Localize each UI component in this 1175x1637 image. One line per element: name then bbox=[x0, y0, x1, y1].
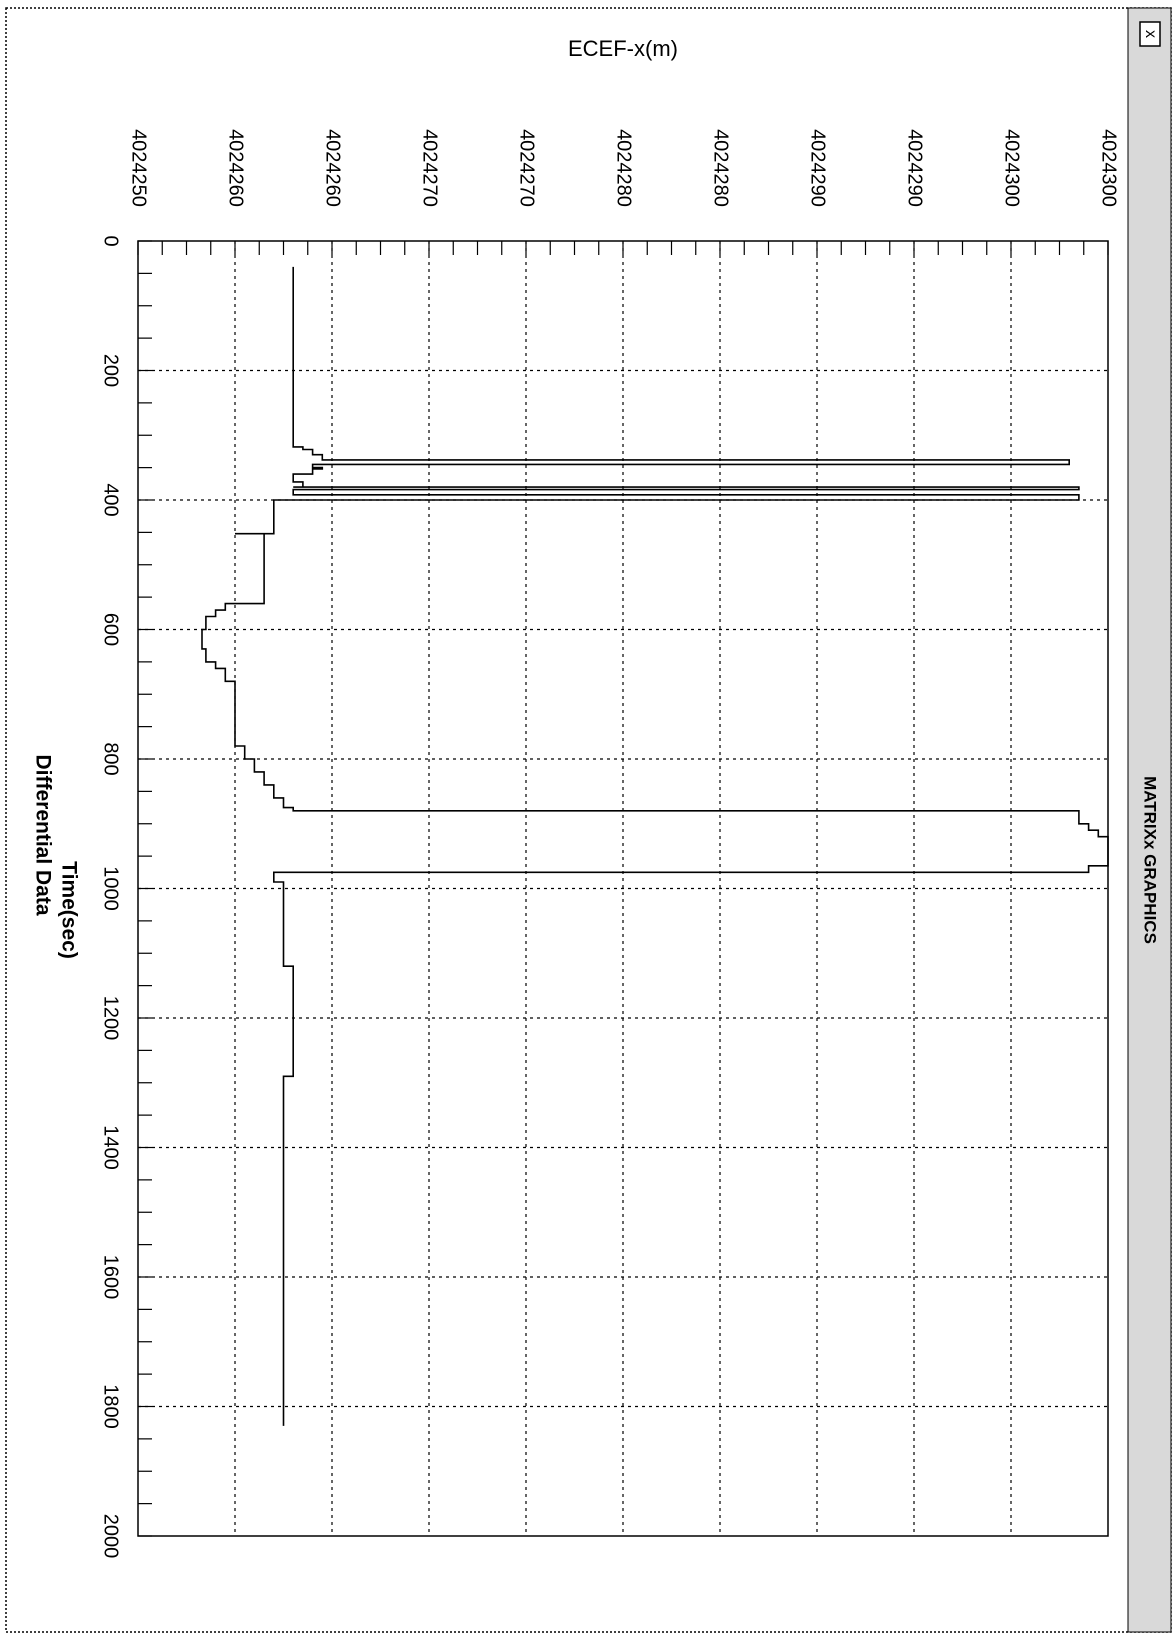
chart-subtitle: Differential Data bbox=[31, 754, 54, 915]
value-tick-label: 4024280 bbox=[710, 129, 732, 207]
window-border bbox=[5, 7, 1172, 1633]
value-tick-label: 4024280 bbox=[613, 129, 635, 207]
time-tick-label: 1800 bbox=[100, 1384, 122, 1429]
value-tick-label: 4024270 bbox=[419, 129, 441, 207]
value-tick-label: 4024290 bbox=[807, 129, 829, 207]
time-tick-labels: 0 200 400 600 800 1000 1200 1400 1600 1800 2000 bbox=[100, 235, 122, 1558]
value-tick-label: 4024260 bbox=[322, 129, 344, 207]
value-tick-labels: 4024250 4024260 4024260 4024270 4024270 40242… bbox=[128, 129, 1120, 207]
value-tick-label: 4024260 bbox=[225, 129, 247, 207]
time-tick-label: 2000 bbox=[100, 1514, 122, 1559]
time-tick-label: 200 bbox=[100, 354, 122, 387]
value-tick-label: 4024300 bbox=[1001, 129, 1023, 207]
time-tick-label: 1600 bbox=[100, 1255, 122, 1300]
time-tick-label: 1200 bbox=[100, 996, 122, 1041]
time-tick-label: 400 bbox=[100, 483, 122, 516]
window-title: MATRIXx GRAPHICS bbox=[1141, 776, 1160, 944]
value-tick-label: 4024270 bbox=[516, 129, 538, 207]
value-tick-label: 4024300 bbox=[1098, 129, 1120, 207]
time-tick-label: 600 bbox=[100, 613, 122, 646]
value-tick-label: 4024250 bbox=[128, 129, 150, 207]
ecef-x-series-line bbox=[201, 266, 1109, 1426]
time-tick-label: 1000 bbox=[100, 866, 122, 911]
chart-title: ECEF-x(m) bbox=[568, 36, 678, 61]
time-tick-label: 0 bbox=[100, 235, 122, 246]
title-bar: x MATRIXx GRAPHICS bbox=[1127, 7, 1172, 1633]
series-layer bbox=[201, 266, 1109, 1426]
close-icon: x bbox=[1142, 30, 1159, 38]
time-tick-label: 1400 bbox=[100, 1125, 122, 1170]
time-tick-label: 800 bbox=[100, 742, 122, 775]
close-button[interactable] bbox=[1139, 21, 1161, 47]
x-axis-label: Time(sec) bbox=[57, 861, 80, 959]
value-tick-label: 4024290 bbox=[904, 129, 926, 207]
ticks bbox=[137, 240, 1109, 1537]
